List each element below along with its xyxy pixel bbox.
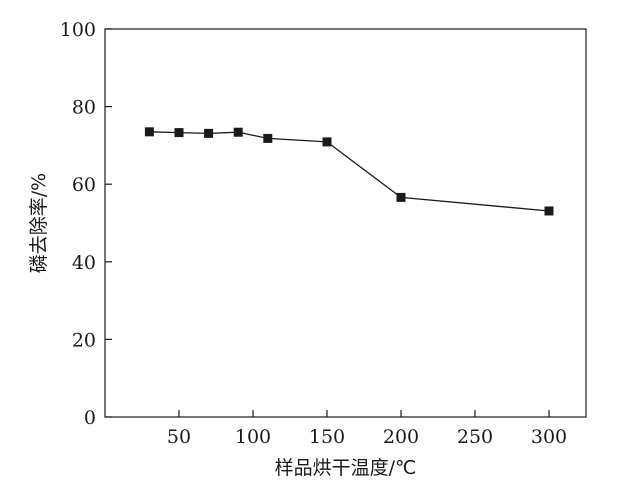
- data-point: [263, 133, 273, 143]
- data-point: [322, 137, 332, 147]
- y-tick-label: 100: [60, 19, 96, 41]
- y-tick-label: 60: [72, 174, 96, 196]
- x-axis: 50 100 150 200 250 300: [167, 410, 567, 448]
- plot-area-border: [104, 28, 587, 418]
- data-point: [233, 127, 243, 137]
- data-point: [174, 128, 184, 138]
- series-line: [149, 131, 550, 212]
- x-tick-label: 100: [235, 426, 271, 448]
- y-axis: 0 20 40 60 80 100: [60, 19, 112, 429]
- data-point: [204, 128, 214, 138]
- y-tick-label: 20: [72, 329, 96, 351]
- x-tick-label: 300: [531, 426, 567, 448]
- x-tick-label: 150: [309, 426, 345, 448]
- plot-frame: [104, 28, 587, 418]
- x-tick-label: 250: [457, 426, 493, 448]
- data-markers: [144, 127, 554, 216]
- y-tick-label: 40: [72, 252, 96, 274]
- y-tick-label: 0: [84, 407, 96, 429]
- y-tick-label: 80: [72, 97, 96, 119]
- data-point: [144, 127, 154, 137]
- data-point: [544, 206, 554, 216]
- x-tick-label: 200: [383, 426, 419, 448]
- data-point: [396, 192, 406, 202]
- x-tick-label: 50: [167, 426, 191, 448]
- y-axis-title: 磷去除率/%: [28, 173, 50, 273]
- x-axis-title: 样品烘干温度/℃: [275, 457, 417, 479]
